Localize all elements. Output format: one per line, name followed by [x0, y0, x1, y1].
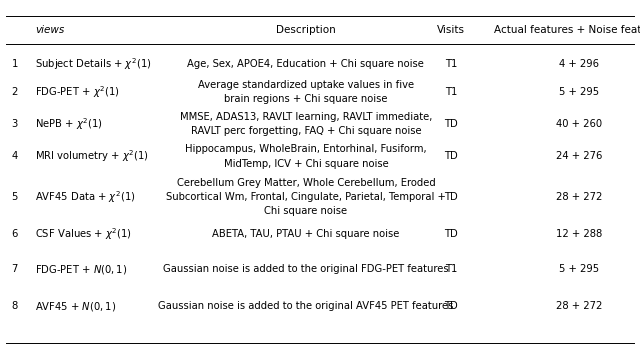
Text: NePB + $\chi^2(1)$: NePB + $\chi^2(1)$	[35, 116, 103, 132]
Text: AVF45 Data + $\chi^2(1)$: AVF45 Data + $\chi^2(1)$	[35, 189, 136, 205]
Text: Description: Description	[276, 25, 336, 35]
Text: 4: 4	[12, 152, 18, 161]
Text: TD: TD	[444, 119, 458, 129]
Text: FDG-PET + $N(0,1)$: FDG-PET + $N(0,1)$	[35, 263, 127, 275]
Text: 8: 8	[12, 301, 18, 311]
Text: MRI volumetry + $\chi^2(1)$: MRI volumetry + $\chi^2(1)$	[35, 149, 149, 164]
Text: Cerebellum Grey Matter, Whole Cerebellum, Eroded: Cerebellum Grey Matter, Whole Cerebellum…	[177, 178, 435, 188]
Text: TD: TD	[444, 192, 458, 202]
Text: Gaussian noise is added to the original FDG-PET features: Gaussian noise is added to the original …	[163, 264, 449, 274]
Text: Gaussian noise is added to the original AVF45 PET features: Gaussian noise is added to the original …	[158, 301, 454, 311]
Text: Age, Sex, APOE4, Education + Chi square noise: Age, Sex, APOE4, Education + Chi square …	[188, 59, 424, 69]
Text: ABETA, TAU, PTAU + Chi square noise: ABETA, TAU, PTAU + Chi square noise	[212, 229, 399, 239]
Text: 6: 6	[12, 229, 18, 239]
Text: 2: 2	[12, 87, 18, 97]
Text: 5 + 295: 5 + 295	[559, 264, 599, 274]
Text: T1: T1	[445, 87, 458, 97]
Text: Hippocampus, WholeBrain, Entorhinal, Fusiform,: Hippocampus, WholeBrain, Entorhinal, Fus…	[185, 144, 427, 154]
Text: 24 + 276: 24 + 276	[556, 152, 602, 161]
Text: CSF Values + $\chi^2(1)$: CSF Values + $\chi^2(1)$	[35, 227, 132, 242]
Text: T1: T1	[445, 264, 458, 274]
Text: 40 + 260: 40 + 260	[556, 119, 602, 129]
Text: MMSE, ADAS13, RAVLT learning, RAVLT immediate,: MMSE, ADAS13, RAVLT learning, RAVLT imme…	[180, 112, 432, 122]
Text: Subcortical Wm, Frontal, Cingulate, Parietal, Temporal +: Subcortical Wm, Frontal, Cingulate, Pari…	[166, 192, 446, 202]
Text: RAVLT perc forgetting, FAQ + Chi square noise: RAVLT perc forgetting, FAQ + Chi square …	[191, 126, 421, 136]
Text: 7: 7	[12, 264, 18, 274]
Text: 3: 3	[12, 119, 18, 129]
Text: Average standardized uptake values in five: Average standardized uptake values in fi…	[198, 80, 414, 90]
Text: FDG-PET + $\chi^2(1)$: FDG-PET + $\chi^2(1)$	[35, 84, 120, 100]
Text: T1: T1	[445, 59, 458, 69]
Text: Actual features + Noise features: Actual features + Noise features	[494, 25, 640, 35]
Text: AVF45 + $N(0,1)$: AVF45 + $N(0,1)$	[35, 300, 116, 313]
Text: views: views	[35, 25, 65, 35]
Text: brain regions + Chi square noise: brain regions + Chi square noise	[224, 94, 388, 104]
Text: TD: TD	[444, 301, 458, 311]
Text: 1: 1	[12, 59, 18, 69]
Text: 12 + 288: 12 + 288	[556, 229, 602, 239]
Text: Subject Details + $\chi^2(1)$: Subject Details + $\chi^2(1)$	[35, 56, 152, 72]
Text: 28 + 272: 28 + 272	[556, 301, 602, 311]
Text: 28 + 272: 28 + 272	[556, 192, 602, 202]
Text: 5: 5	[12, 192, 18, 202]
Text: TD: TD	[444, 229, 458, 239]
Text: Chi square noise: Chi square noise	[264, 206, 348, 216]
Text: TD: TD	[444, 152, 458, 161]
Text: MidTemp, ICV + Chi square noise: MidTemp, ICV + Chi square noise	[223, 159, 388, 169]
Text: Visits: Visits	[437, 25, 465, 35]
Text: 4 + 296: 4 + 296	[559, 59, 599, 69]
Text: 5 + 295: 5 + 295	[559, 87, 599, 97]
